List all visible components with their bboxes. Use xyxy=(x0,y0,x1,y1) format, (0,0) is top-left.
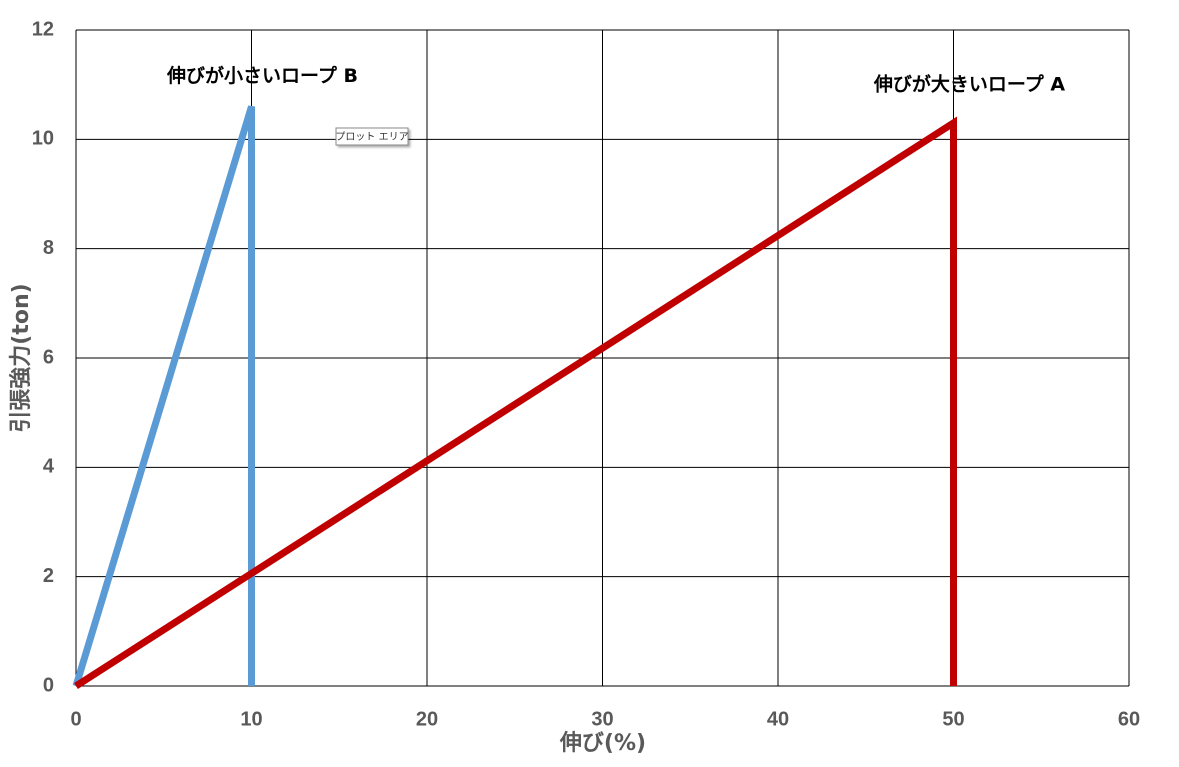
tooltip-box xyxy=(335,127,409,146)
x-tick-label: 30 xyxy=(591,708,613,730)
tooltip: プロット エリア xyxy=(335,127,409,146)
y-tick-label: 10 xyxy=(32,128,54,150)
y-tick-label: 2 xyxy=(43,565,54,587)
series-label: 伸びが小さいロープ B xyxy=(166,64,358,87)
x-tick-label: 20 xyxy=(416,708,438,730)
y-tick-label: 12 xyxy=(32,18,54,40)
y-tick-label: 4 xyxy=(43,456,55,478)
series-label: 伸びが大きいロープ A xyxy=(873,72,1065,95)
x-tick-label: 10 xyxy=(240,708,262,730)
x-tick-label: 60 xyxy=(1118,708,1140,730)
x-tick-label: 0 xyxy=(70,708,81,730)
x-tick-label: 40 xyxy=(767,708,789,730)
y-tick-label: 6 xyxy=(43,346,54,368)
series-line xyxy=(74,116,957,689)
x-tick-label: 50 xyxy=(942,708,964,730)
y-tick-label: 0 xyxy=(43,674,54,696)
tooltip-text: プロット エリア xyxy=(335,131,408,143)
y-tick-label: 8 xyxy=(43,237,54,259)
x-axis-title: 伸び(%) xyxy=(559,731,646,756)
y-axis-title: 引張強力(ton) xyxy=(8,283,34,432)
series-line xyxy=(72,105,255,688)
